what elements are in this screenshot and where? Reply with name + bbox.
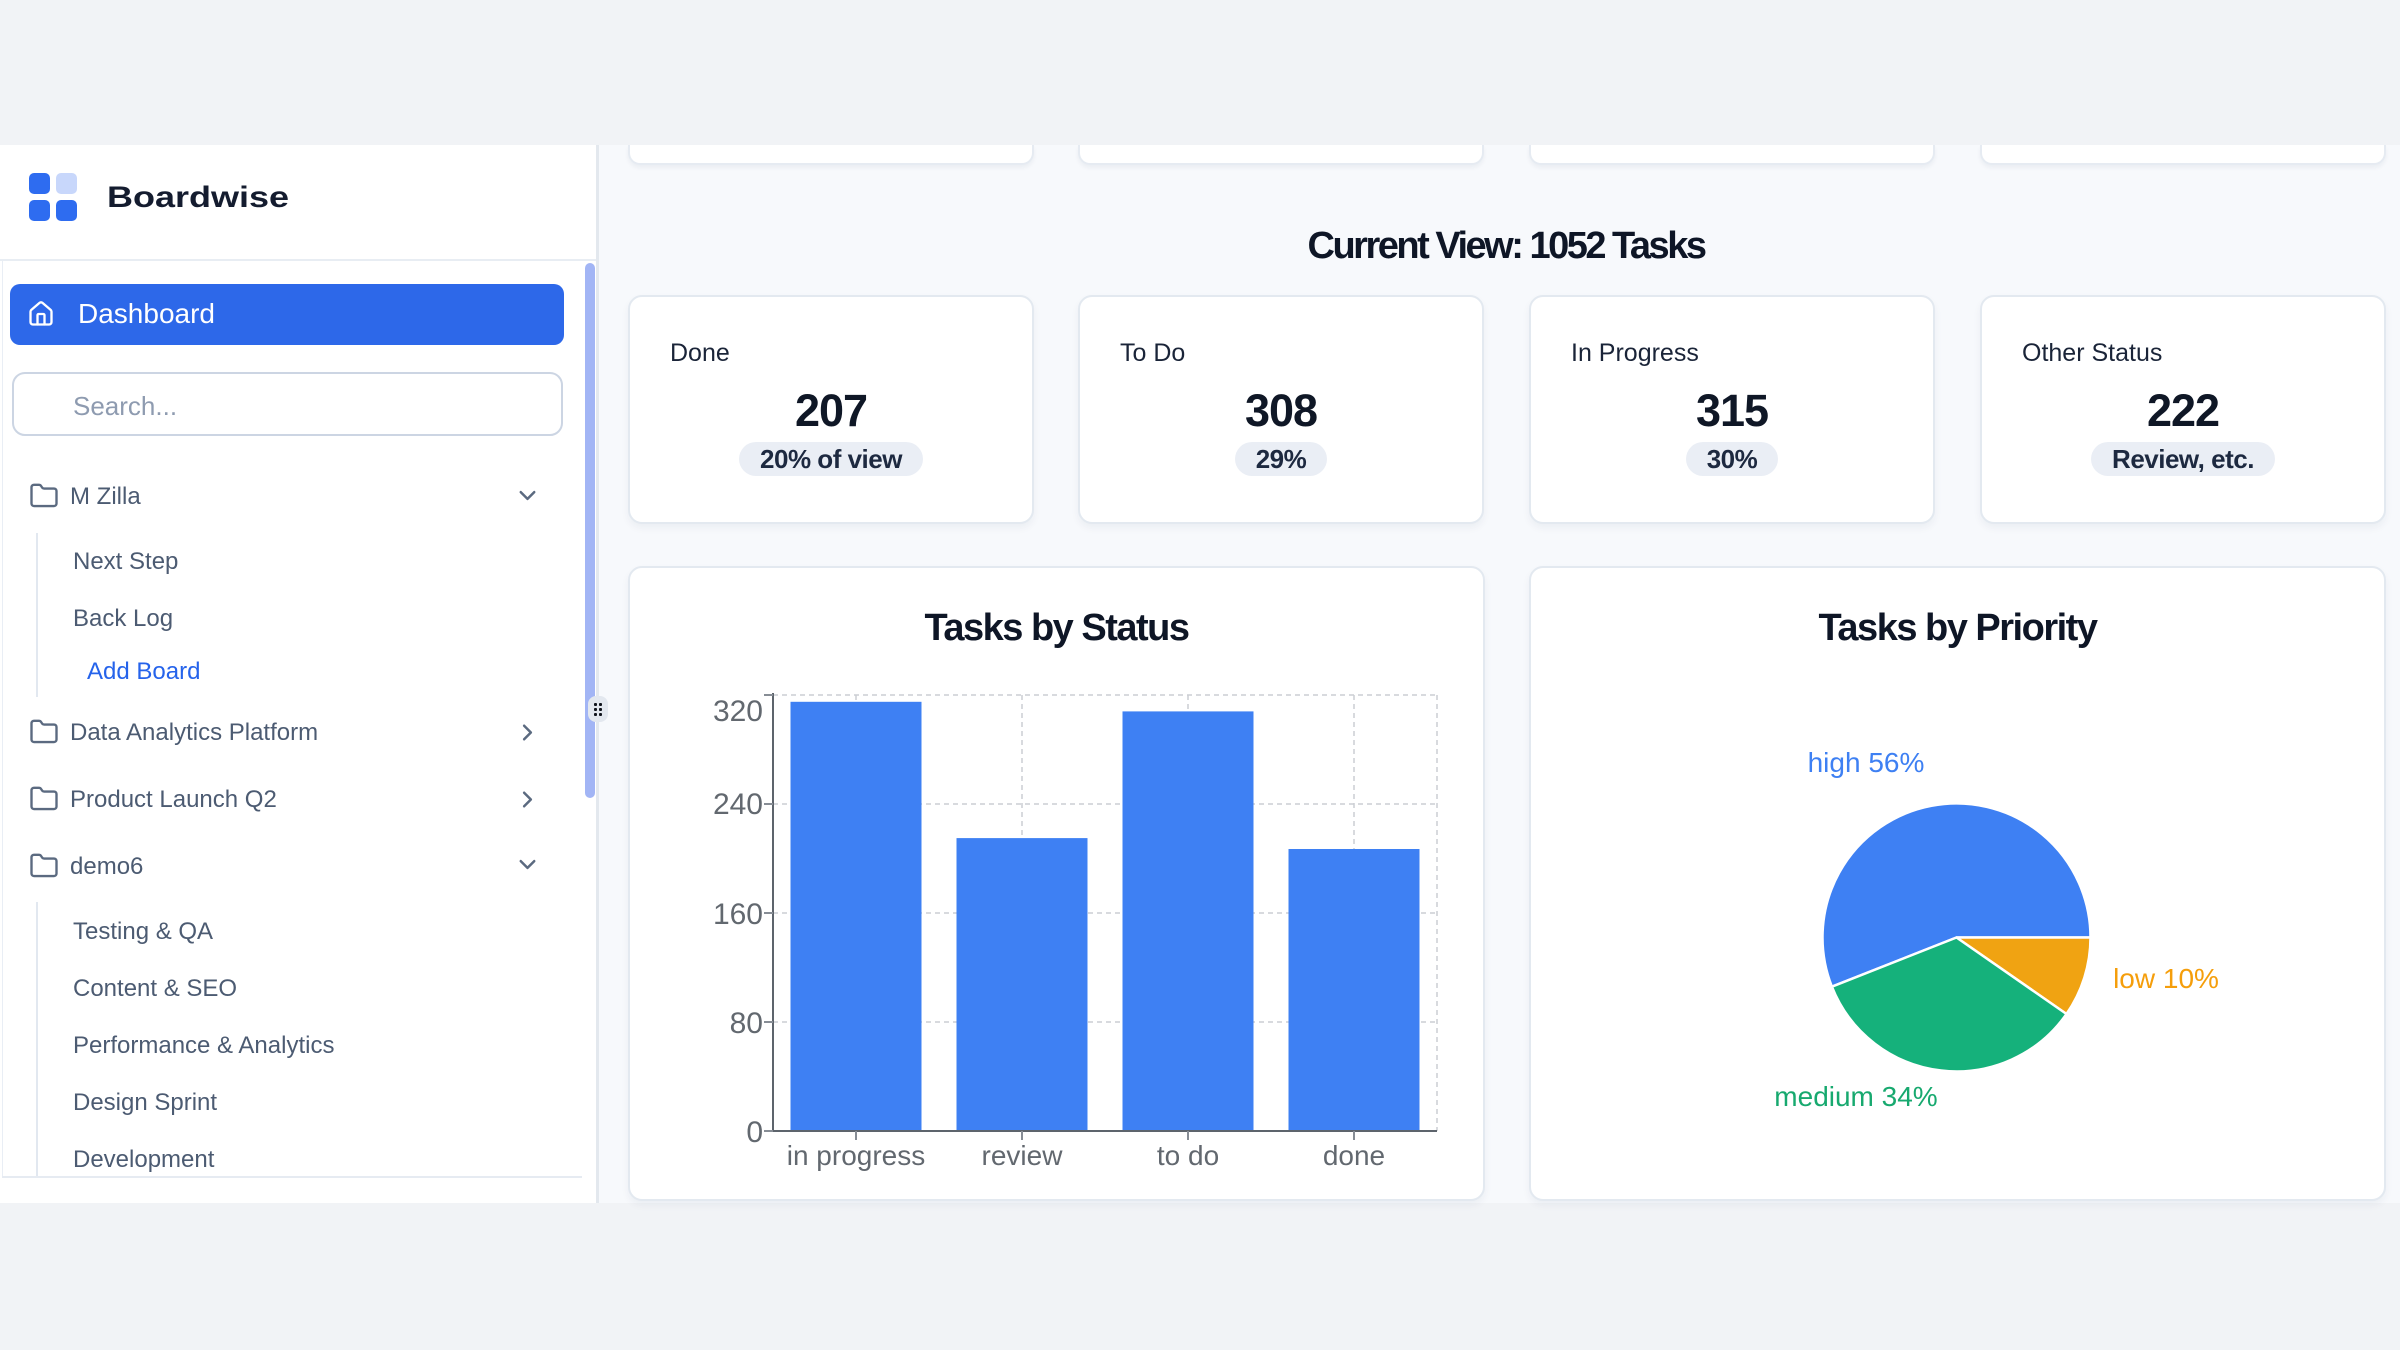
svg-text:to do: to do: [1157, 1140, 1219, 1171]
svg-text:0: 0: [746, 1116, 763, 1149]
svg-text:in progress: in progress: [787, 1140, 926, 1171]
svg-text:medium 34%: medium 34%: [1774, 1081, 1937, 1112]
svg-text:high 56%: high 56%: [1808, 747, 1925, 778]
svg-text:review: review: [982, 1140, 1064, 1171]
svg-text:done: done: [1323, 1140, 1385, 1171]
svg-text:240: 240: [713, 788, 763, 821]
svg-text:80: 80: [730, 1007, 763, 1040]
svg-text:low 10%: low 10%: [2113, 963, 2219, 994]
svg-text:320: 320: [713, 695, 763, 728]
svg-text:160: 160: [713, 898, 763, 931]
